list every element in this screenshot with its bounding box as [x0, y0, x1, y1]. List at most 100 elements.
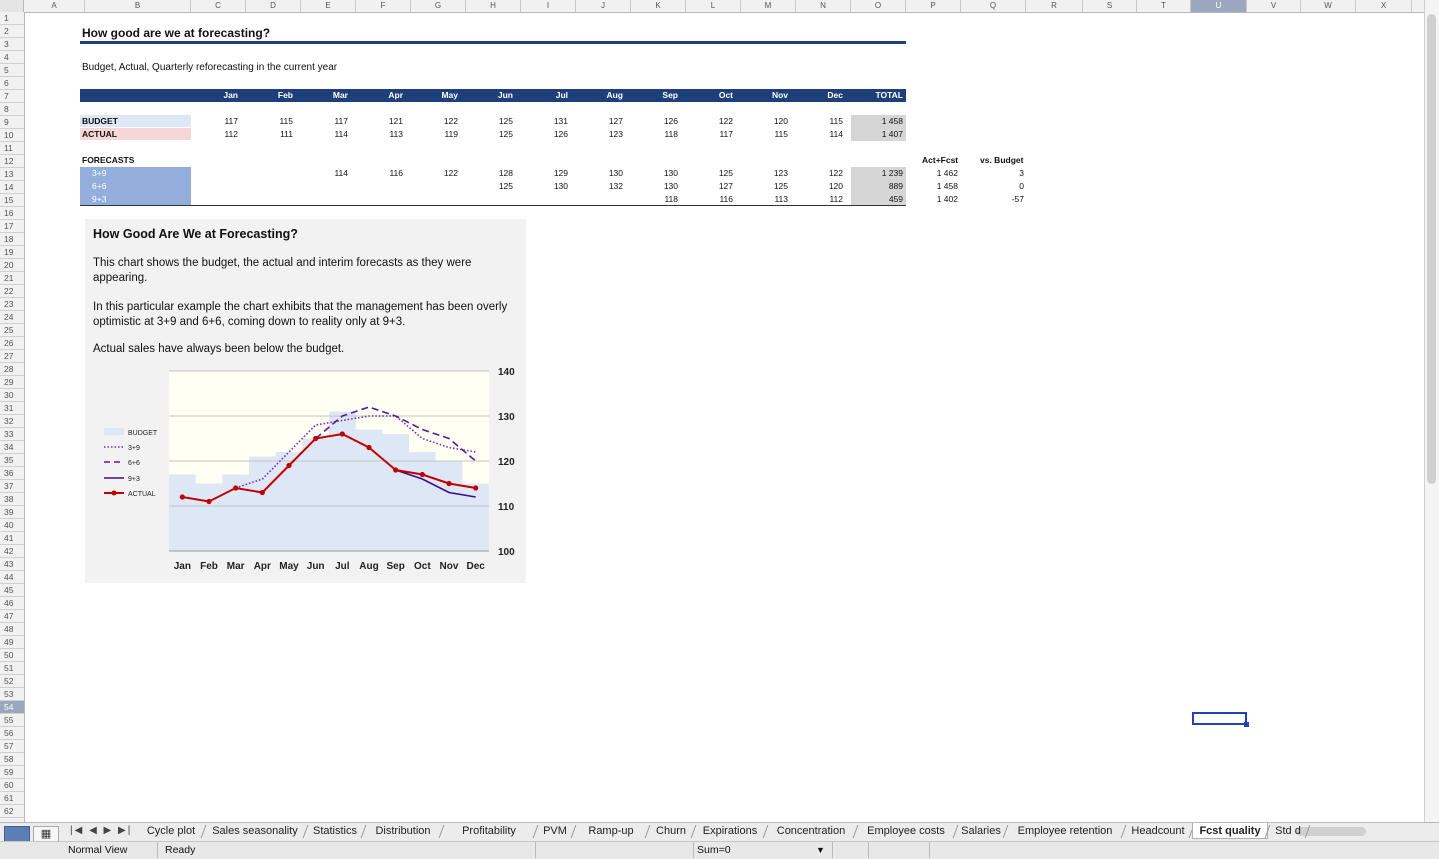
row-header[interactable]: 35	[0, 454, 24, 467]
sheet-tab[interactable]: Salaries	[961, 825, 1001, 837]
row-header[interactable]: 39	[0, 506, 24, 519]
row-header[interactable]: 21	[0, 272, 24, 285]
row-header[interactable]: 22	[0, 285, 24, 298]
row-header[interactable]: 30	[0, 389, 24, 402]
row-header[interactable]: 36	[0, 467, 24, 480]
normal-view-button[interactable]	[4, 826, 30, 842]
row-header[interactable]: 59	[0, 766, 24, 779]
sheet-tab[interactable]: Std d	[1275, 825, 1301, 837]
sheet-tab[interactable]: Distribution	[375, 825, 431, 837]
column-header-U[interactable]: U	[1191, 0, 1247, 12]
column-header-F[interactable]: F	[356, 0, 411, 12]
row-header[interactable]: 53	[0, 688, 24, 701]
row-header[interactable]: 49	[0, 636, 24, 649]
table-cell[interactable]: 112	[829, 194, 843, 204]
column-header-D[interactable]: D	[246, 0, 301, 12]
row-header[interactable]: 15	[0, 194, 24, 207]
table-cell[interactable]: 128	[498, 168, 513, 178]
table-cell[interactable]: 117	[719, 129, 733, 139]
row-header[interactable]: 45	[0, 584, 24, 597]
table-cell[interactable]: 116	[389, 168, 403, 178]
column-header-C[interactable]: C	[191, 0, 246, 12]
column-header-X[interactable]: X	[1356, 0, 1412, 12]
table-cell[interactable]: 112	[224, 129, 238, 139]
budget-label-cell[interactable]	[80, 115, 191, 127]
table-cell[interactable]: 117	[334, 116, 348, 126]
row-header[interactable]: 14	[0, 181, 24, 194]
column-header-K[interactable]: K	[631, 0, 686, 12]
table-cell[interactable]: 125	[498, 181, 513, 191]
actual-total[interactable]: 1 407	[881, 129, 903, 139]
sheet-tab[interactable]: Headcount	[1131, 825, 1185, 837]
table-cell[interactable]: 121	[388, 116, 403, 126]
column-header-T[interactable]: T	[1137, 0, 1191, 12]
forecast-total[interactable]: 1 239	[881, 168, 903, 178]
table-cell[interactable]: 130	[663, 168, 678, 178]
sheet-tab[interactable]: Cycle plot	[146, 825, 196, 837]
select-all-corner[interactable]	[0, 0, 24, 12]
forecast-total[interactable]: 889	[888, 181, 903, 191]
selected-cell[interactable]	[1192, 712, 1247, 725]
table-cell[interactable]: 122	[443, 168, 458, 178]
vs-budget-value[interactable]: 3	[1019, 168, 1024, 178]
sheet-tab[interactable]: Employee retention	[1017, 825, 1113, 837]
column-header-B[interactable]: B	[85, 0, 191, 12]
row-header[interactable]: 58	[0, 753, 24, 766]
table-cell[interactable]: 114	[334, 129, 348, 139]
table-cell[interactable]: 118	[664, 129, 678, 139]
act-fcst-value[interactable]: 1 402	[936, 194, 958, 204]
table-cell[interactable]: 119	[444, 129, 458, 139]
table-cell[interactable]: 115	[774, 129, 788, 139]
row-header[interactable]: 25	[0, 324, 24, 337]
column-header-Q[interactable]: Q	[961, 0, 1026, 12]
column-header-I[interactable]: I	[521, 0, 576, 12]
row-header[interactable]: 48	[0, 623, 24, 636]
table-cell[interactable]: 114	[334, 168, 348, 178]
row-header[interactable]: 54	[0, 701, 24, 714]
sum-dropdown-icon[interactable]: ▼	[816, 845, 825, 855]
row-header[interactable]: 42	[0, 545, 24, 558]
row-header[interactable]: 10	[0, 129, 24, 142]
forecast-label-cells[interactable]	[80, 167, 191, 205]
table-cell[interactable]: 132	[608, 181, 623, 191]
row-header[interactable]: 12	[0, 155, 24, 168]
table-cell[interactable]: 130	[663, 181, 678, 191]
row-header[interactable]: 50	[0, 649, 24, 662]
row-header[interactable]: 18	[0, 233, 24, 246]
table-cell[interactable]: 120	[828, 181, 843, 191]
horizontal-scroll-thumb[interactable]	[1296, 827, 1366, 836]
table-cell[interactable]: 123	[773, 168, 788, 178]
table-cell[interactable]: 113	[774, 194, 788, 204]
table-cell[interactable]: 118	[664, 194, 678, 204]
vs-budget-value[interactable]: -57	[1011, 194, 1024, 204]
row-header[interactable]: 37	[0, 480, 24, 493]
table-cell[interactable]: 125	[773, 181, 788, 191]
row-header[interactable]: 4	[0, 51, 24, 64]
row-header[interactable]: 16	[0, 207, 24, 220]
row-header[interactable]: 31	[0, 402, 24, 415]
forecast-chart[interactable]: 100 110 120 130 140 Jan Feb Mar Apr May Jun Jul Aug S…	[85, 360, 526, 582]
table-cell[interactable]: 115	[829, 116, 843, 126]
table-cell[interactable]: 116	[719, 194, 733, 204]
table-cell[interactable]: 130	[553, 181, 568, 191]
forecast-total[interactable]: 459	[888, 194, 903, 204]
sheet-tab[interactable]: Fcst quality	[1192, 823, 1268, 839]
act-fcst-value[interactable]: 1 458	[936, 181, 958, 191]
row-header[interactable]: 29	[0, 376, 24, 389]
row-header[interactable]: 24	[0, 311, 24, 324]
column-header-S[interactable]: S	[1083, 0, 1137, 12]
sheet-tab[interactable]: Employee costs	[867, 825, 945, 837]
row-header[interactable]: 38	[0, 493, 24, 506]
row-header[interactable]: 55	[0, 714, 24, 727]
column-header-E[interactable]: E	[301, 0, 356, 12]
column-header-W[interactable]: W	[1301, 0, 1356, 12]
sheet-tab[interactable]: PVM	[543, 825, 567, 837]
row-header[interactable]: 41	[0, 532, 24, 545]
actual-label-cell[interactable]	[80, 128, 191, 140]
row-header[interactable]: 20	[0, 259, 24, 272]
table-cell[interactable]: 131	[553, 116, 568, 126]
sheet-tab[interactable]: Churn	[656, 825, 686, 837]
row-header[interactable]: 40	[0, 519, 24, 532]
row-header[interactable]: 9	[0, 116, 24, 129]
row-header[interactable]: 43	[0, 558, 24, 571]
